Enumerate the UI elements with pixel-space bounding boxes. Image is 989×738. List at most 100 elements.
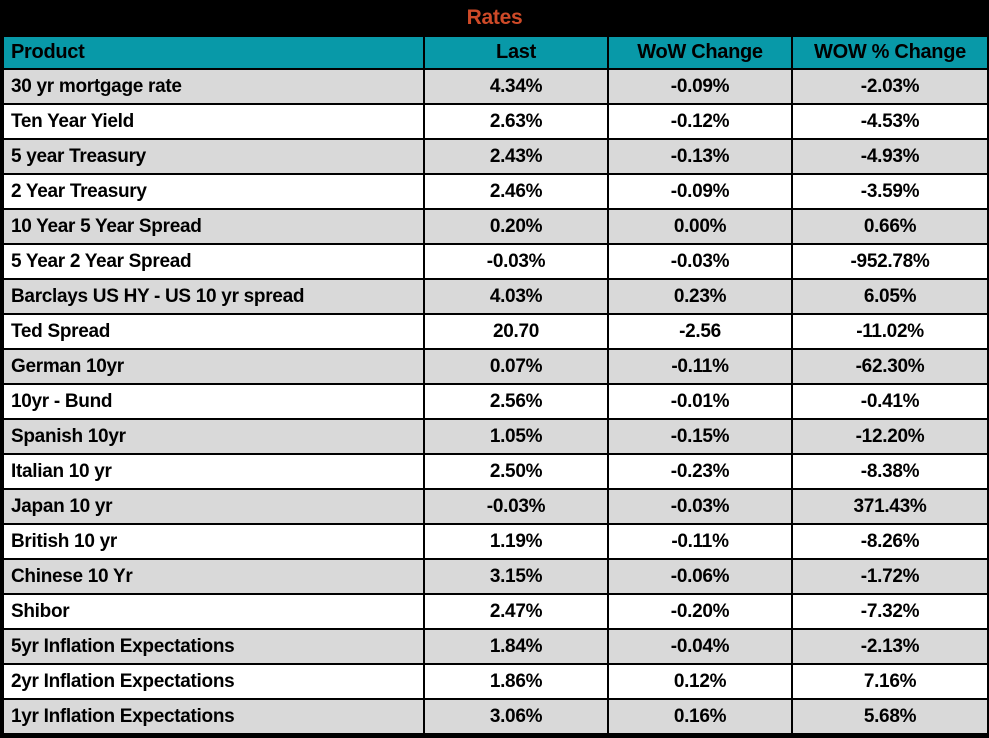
- cell-wow-change: -0.12%: [607, 103, 793, 140]
- cell-wow-pct-change: -7.32%: [791, 593, 989, 630]
- table-row: Barclays US HY - US 10 yr spread 4.03% 0.2…: [2, 278, 989, 315]
- cell-product: 2yr Inflation Expectations: [2, 663, 425, 700]
- cell-wow-pct-change: -2.03%: [791, 68, 989, 105]
- column-header-product: Product: [2, 35, 425, 70]
- cell-last: 0.07%: [423, 348, 609, 385]
- cell-wow-change: 0.00%: [607, 208, 793, 245]
- table-row: 5 Year 2 Year Spread -0.03% -0.03% -952.78%: [2, 243, 989, 280]
- cell-product: 10yr - Bund: [2, 383, 425, 420]
- cell-last: 2.43%: [423, 138, 609, 175]
- cell-wow-change: 0.12%: [607, 663, 793, 700]
- cell-wow-change: -0.11%: [607, 523, 793, 560]
- table-row: Spanish 10yr 1.05% -0.15% -12.20%: [2, 418, 989, 455]
- cell-wow-pct-change: -11.02%: [791, 313, 989, 350]
- cell-wow-pct-change: -12.20%: [791, 418, 989, 455]
- column-header-wow-pct-change: WOW % Change: [791, 35, 989, 70]
- cell-wow-change: -0.23%: [607, 453, 793, 490]
- table-row: German 10yr 0.07% -0.11% -62.30%: [2, 348, 989, 385]
- cell-last: 2.47%: [423, 593, 609, 630]
- table-row: Chinese 10 Yr 3.15% -0.06% -1.72%: [2, 558, 989, 595]
- table-row: 2yr Inflation Expectations 1.86% 0.12% 7.16…: [2, 663, 989, 700]
- table-body: 30 yr mortgage rate 4.34% -0.09% -2.03% Ten …: [2, 68, 989, 735]
- cell-wow-pct-change: -1.72%: [791, 558, 989, 595]
- cell-last: 4.03%: [423, 278, 609, 315]
- table-row: 30 yr mortgage rate 4.34% -0.09% -2.03%: [2, 68, 989, 105]
- table-row: Ten Year Yield 2.63% -0.12% -4.53%: [2, 103, 989, 140]
- table-row: Japan 10 yr -0.03% -0.03% 371.43%: [2, 488, 989, 525]
- page-title: Rates: [466, 5, 523, 29]
- cell-product: Barclays US HY - US 10 yr spread: [2, 278, 425, 315]
- cell-last: 20.70: [423, 313, 609, 350]
- cell-wow-change: -0.06%: [607, 558, 793, 595]
- table-row: 5yr Inflation Expectations 1.84% -0.04% -2.…: [2, 628, 989, 665]
- cell-wow-pct-change: -62.30%: [791, 348, 989, 385]
- cell-last: -0.03%: [423, 488, 609, 525]
- cell-last: 1.86%: [423, 663, 609, 700]
- cell-product: Spanish 10yr: [2, 418, 425, 455]
- cell-wow-change: 0.16%: [607, 698, 793, 735]
- cell-wow-pct-change: -952.78%: [791, 243, 989, 280]
- cell-last: 4.34%: [423, 68, 609, 105]
- column-header-wow-change: WoW Change: [607, 35, 793, 70]
- table-row: Italian 10 yr 2.50% -0.23% -8.38%: [2, 453, 989, 490]
- cell-wow-change: -0.01%: [607, 383, 793, 420]
- cell-last: 1.05%: [423, 418, 609, 455]
- cell-wow-change: 0.23%: [607, 278, 793, 315]
- header-row: Product Last WoW Change WOW % Change: [2, 35, 989, 70]
- cell-wow-pct-change: -8.38%: [791, 453, 989, 490]
- cell-last: 2.63%: [423, 103, 609, 140]
- cell-wow-pct-change: 7.16%: [791, 663, 989, 700]
- cell-product: British 10 yr: [2, 523, 425, 560]
- cell-wow-change: -0.11%: [607, 348, 793, 385]
- table-row: 1yr Inflation Expectations 3.06% 0.16% 5.68…: [2, 698, 989, 735]
- cell-wow-change: -0.13%: [607, 138, 793, 175]
- cell-last: 0.20%: [423, 208, 609, 245]
- cell-wow-pct-change: 371.43%: [791, 488, 989, 525]
- table-row: Shibor 2.47% -0.20% -7.32%: [2, 593, 989, 630]
- column-header-last: Last: [423, 35, 609, 70]
- cell-last: -0.03%: [423, 243, 609, 280]
- cell-last: 1.19%: [423, 523, 609, 560]
- cell-product: Ten Year Yield: [2, 103, 425, 140]
- cell-last: 2.46%: [423, 173, 609, 210]
- table-row: 2 Year Treasury 2.46% -0.09% -3.59%: [2, 173, 989, 210]
- cell-wow-pct-change: -2.13%: [791, 628, 989, 665]
- cell-wow-change: -0.03%: [607, 488, 793, 525]
- cell-wow-pct-change: -4.93%: [791, 138, 989, 175]
- cell-product: 2 Year Treasury: [2, 173, 425, 210]
- cell-last: 1.84%: [423, 628, 609, 665]
- cell-wow-change: -0.20%: [607, 593, 793, 630]
- cell-wow-change: -2.56: [607, 313, 793, 350]
- cell-last: 2.50%: [423, 453, 609, 490]
- cell-product: 10 Year 5 Year Spread: [2, 208, 425, 245]
- table-row: British 10 yr 1.19% -0.11% -8.26%: [2, 523, 989, 560]
- rates-table: Product Last WoW Change WOW % Change 30 …: [2, 35, 989, 735]
- cell-wow-pct-change: 5.68%: [791, 698, 989, 735]
- cell-product: 30 yr mortgage rate: [2, 68, 425, 105]
- cell-wow-pct-change: 6.05%: [791, 278, 989, 315]
- cell-wow-change: -0.09%: [607, 173, 793, 210]
- cell-product: Shibor: [2, 593, 425, 630]
- cell-wow-pct-change: 0.66%: [791, 208, 989, 245]
- cell-wow-change: -0.15%: [607, 418, 793, 455]
- cell-wow-pct-change: -0.41%: [791, 383, 989, 420]
- cell-product: 5yr Inflation Expectations: [2, 628, 425, 665]
- table-row: Ted Spread 20.70 -2.56 -11.02%: [2, 313, 989, 350]
- cell-wow-pct-change: -4.53%: [791, 103, 989, 140]
- cell-last: 3.15%: [423, 558, 609, 595]
- cell-wow-change: -0.04%: [607, 628, 793, 665]
- cell-wow-change: -0.09%: [607, 68, 793, 105]
- cell-product: Italian 10 yr: [2, 453, 425, 490]
- cell-wow-pct-change: -8.26%: [791, 523, 989, 560]
- table-row: 10 Year 5 Year Spread 0.20% 0.00% 0.66%: [2, 208, 989, 245]
- table-row: 5 year Treasury 2.43% -0.13% -4.93%: [2, 138, 989, 175]
- cell-wow-change: -0.03%: [607, 243, 793, 280]
- cell-product: 1yr Inflation Expectations: [2, 698, 425, 735]
- table-row: 10yr - Bund 2.56% -0.01% -0.41%: [2, 383, 989, 420]
- cell-product: Chinese 10 Yr: [2, 558, 425, 595]
- cell-product: 5 Year 2 Year Spread: [2, 243, 425, 280]
- cell-wow-pct-change: -3.59%: [791, 173, 989, 210]
- cell-product: Japan 10 yr: [2, 488, 425, 525]
- cell-product: German 10yr: [2, 348, 425, 385]
